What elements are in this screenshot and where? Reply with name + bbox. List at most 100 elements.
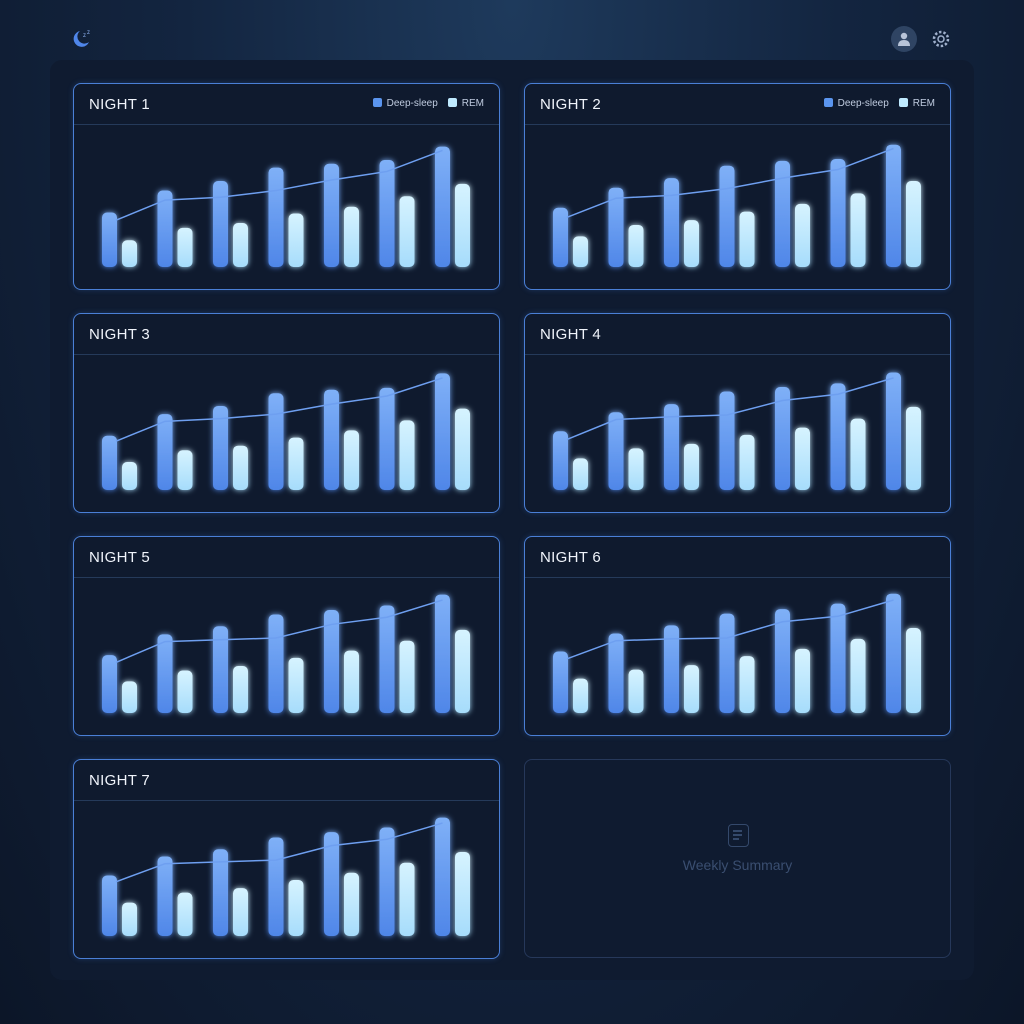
rem-bar	[288, 213, 304, 267]
deep-sleep-bar	[435, 594, 450, 713]
svg-text:z: z	[87, 30, 90, 36]
rem-bar	[795, 203, 810, 267]
deep-sleep-bar	[157, 190, 173, 267]
rem-bar	[455, 408, 470, 490]
trend-line	[566, 377, 894, 441]
deep-sleep-bar	[213, 181, 228, 267]
settings-button[interactable]	[931, 29, 951, 49]
rem-bar	[795, 427, 810, 490]
deep-sleep-bar	[379, 387, 395, 490]
rem-bar	[233, 223, 248, 267]
rem-bar	[573, 236, 588, 267]
night-card[interactable]: NIGHT 4	[524, 313, 951, 513]
rem-bar	[177, 670, 193, 713]
deep-sleep-bar	[102, 212, 117, 267]
rem-bar	[399, 640, 415, 713]
rem-bar	[628, 224, 644, 267]
deep-sleep-bar	[553, 207, 568, 267]
rem-bar	[177, 227, 193, 267]
deep-sleep-bar	[324, 389, 339, 490]
deep-sleep-bar	[719, 165, 735, 267]
rem-bar	[399, 862, 415, 936]
deep-sleep-bar	[830, 603, 846, 713]
night-card[interactable]: NIGHT 1 Deep-sleep REM	[73, 83, 500, 290]
rem-bar	[122, 681, 137, 713]
deep-sleep-bar	[379, 827, 395, 936]
rem-bar	[122, 240, 137, 267]
deep-sleep-bar	[435, 373, 450, 490]
night-card[interactable]: NIGHT 6	[524, 536, 951, 736]
rem-bar	[628, 669, 644, 713]
night-card[interactable]: NIGHT 7	[73, 759, 500, 959]
card-title: NIGHT 7	[89, 772, 151, 789]
user-icon	[898, 32, 910, 46]
deep-sleep-bar	[268, 837, 284, 936]
deep-sleep-bar	[379, 159, 395, 267]
deep-sleep-bar	[213, 849, 228, 936]
rem-bar	[233, 666, 248, 713]
card-title: NIGHT 3	[89, 326, 151, 343]
deep-sleep-bar	[324, 832, 339, 936]
rem-bar	[122, 461, 137, 490]
rem-bar	[344, 650, 359, 713]
legend-deep: Deep-sleep	[372, 98, 438, 109]
rem-bar	[628, 448, 644, 490]
trend-line	[115, 599, 443, 664]
rem-bar	[177, 892, 193, 936]
rem-bar	[177, 450, 193, 490]
deep-sleep-bar	[664, 178, 679, 267]
card-header: NIGHT 1 Deep-sleep REM	[74, 84, 499, 125]
deep-sleep-bar	[102, 435, 117, 490]
card-header: NIGHT 7	[74, 760, 499, 801]
card-header: NIGHT 2 Deep-sleep REM	[525, 84, 950, 125]
deep-sleep-bar	[775, 609, 790, 713]
rem-bar	[455, 629, 470, 713]
rem-bar	[739, 656, 755, 713]
rem-bar	[288, 879, 304, 936]
rem-bar	[455, 851, 470, 936]
deep-sleep-bar	[830, 159, 846, 267]
deep-sleep-bar	[719, 613, 735, 713]
deep-sleep-bar	[102, 655, 117, 713]
card-title: NIGHT 4	[540, 326, 602, 343]
card-title: NIGHT 2	[540, 96, 602, 113]
rem-bar	[684, 443, 699, 490]
rem-bar	[906, 628, 921, 713]
rem-bar	[233, 445, 248, 490]
rem-bar	[795, 648, 810, 713]
night-card[interactable]: NIGHT 2 Deep-sleep REM	[524, 83, 951, 290]
deep-sleep-bar	[775, 160, 790, 267]
rem-bar	[344, 430, 359, 490]
rem-bar	[344, 206, 359, 267]
rem-bar	[344, 872, 359, 936]
rem-bar	[455, 183, 470, 267]
rem-bar	[573, 678, 588, 713]
rem-bar	[684, 665, 699, 713]
rem-bar	[233, 888, 248, 936]
night-card[interactable]: NIGHT 3	[73, 313, 500, 513]
card-header: NIGHT 3	[74, 314, 499, 355]
rem-bar	[850, 638, 866, 713]
document-icon	[728, 824, 749, 847]
deep-sleep-bar	[608, 633, 624, 713]
rem-bar	[850, 193, 866, 267]
rem-bar	[288, 437, 304, 490]
deep-sleep-bar	[664, 625, 679, 713]
trend-line	[115, 149, 443, 221]
deep-sleep-bar	[435, 817, 450, 936]
trend-line	[115, 822, 443, 883]
night-card[interactable]: NIGHT 5	[73, 536, 500, 736]
svg-text:z: z	[83, 33, 86, 39]
sleep-chart	[102, 146, 470, 267]
deep-sleep-bar	[379, 605, 395, 713]
user-avatar-button[interactable]	[891, 26, 917, 52]
deep-sleep-bar	[608, 412, 624, 490]
card-header: NIGHT 5	[74, 537, 499, 578]
rem-bar	[399, 420, 415, 490]
sleep-chart	[102, 373, 470, 490]
card-title: NIGHT 6	[540, 549, 602, 566]
deep-sleep-bar	[268, 167, 284, 267]
weekly-summary-card[interactable]: Weekly Summary	[524, 759, 951, 958]
deep-sleep-bar	[664, 404, 679, 490]
